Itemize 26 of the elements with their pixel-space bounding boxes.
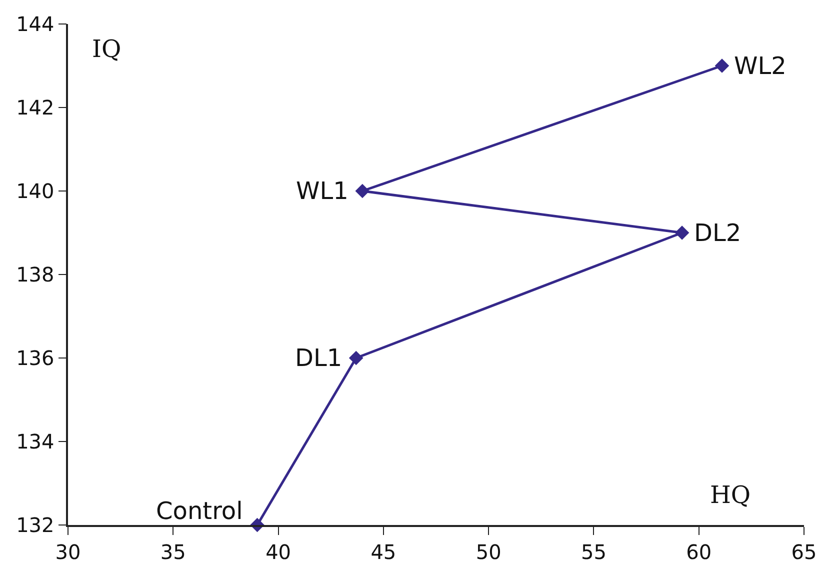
annotation: WL1 <box>296 177 348 205</box>
annotation: WL2 <box>734 52 786 80</box>
y-tick-label: 138 <box>16 262 54 286</box>
x-tick-label: 50 <box>476 540 502 564</box>
y-tick-label: 134 <box>16 430 54 454</box>
y-tick-label: 142 <box>16 96 54 120</box>
annotation: DL1 <box>295 344 342 372</box>
x-tick-label: 30 <box>55 540 81 564</box>
annotation: Control <box>156 497 243 525</box>
x-tick-label: 55 <box>580 540 606 564</box>
y-tick-label: 132 <box>16 513 54 537</box>
x-tick-label: 65 <box>791 540 817 564</box>
x-tick-label: 60 <box>686 540 712 564</box>
x-tick-label: 35 <box>160 540 186 564</box>
point <box>355 184 370 198</box>
y-tick-label: 136 <box>16 346 54 370</box>
y-axis-title: IQ <box>92 35 122 63</box>
annotation: DL2 <box>694 219 742 247</box>
point <box>674 226 690 240</box>
point <box>348 350 364 366</box>
x-tick-label: 40 <box>266 540 292 564</box>
point <box>714 58 730 73</box>
x-axis-title: HQ <box>710 481 751 509</box>
y-tick-label: 144 <box>16 12 54 36</box>
y-tick-label: 140 <box>16 179 54 203</box>
x-tick-label: 45 <box>370 540 396 564</box>
